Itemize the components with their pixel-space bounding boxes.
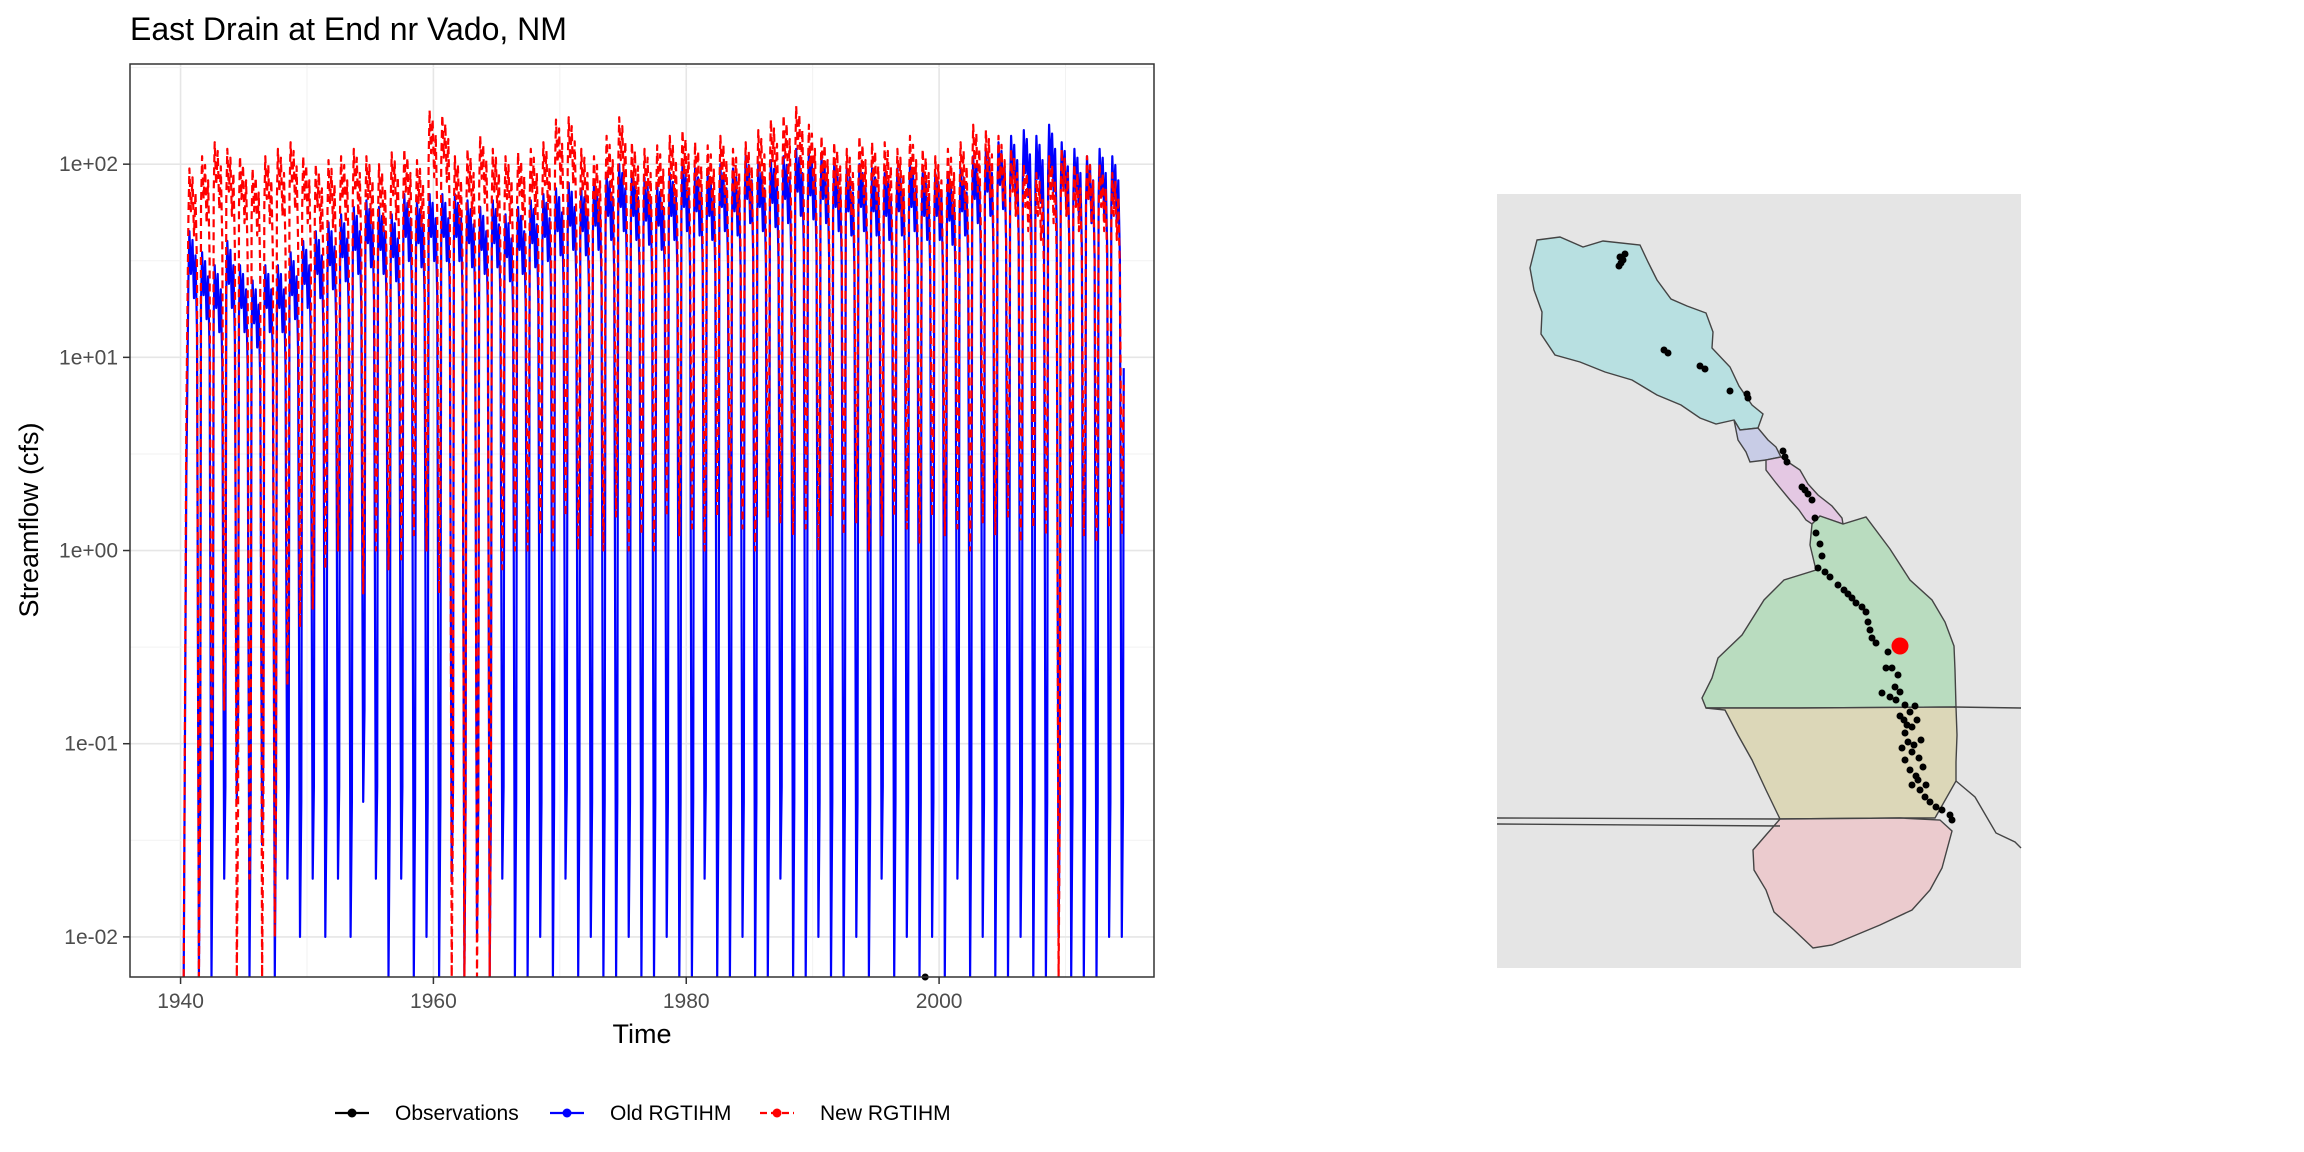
x-tick-label: 1940 <box>157 990 204 1013</box>
well-point <box>1921 793 1929 801</box>
well-point <box>1901 756 1909 764</box>
well-point <box>1898 744 1906 752</box>
well-point <box>1901 701 1909 709</box>
legend-key-point <box>772 1108 782 1118</box>
chart-legend: Observations Old RGTIHM New RGTIHM <box>335 1102 951 1125</box>
map-region-6 <box>1752 817 1953 949</box>
well-point <box>1886 693 1894 701</box>
y-tick-label: 1e+00 <box>59 540 118 563</box>
map-region-1 <box>1529 236 1764 431</box>
well-point <box>1932 803 1940 811</box>
well-point <box>1901 729 1909 737</box>
series-line-1 <box>182 123 1125 977</box>
well-point <box>1814 564 1822 572</box>
well-point <box>1826 573 1834 581</box>
well-point <box>1858 603 1866 611</box>
well-point <box>1816 540 1824 548</box>
well-point <box>1910 741 1918 749</box>
well-point <box>1917 736 1925 744</box>
series-line-2 <box>182 104 1125 977</box>
well-point <box>1908 748 1916 756</box>
well-point <box>1919 763 1927 771</box>
well-point <box>1615 262 1623 270</box>
map-well-points <box>1615 250 1956 824</box>
well-point <box>1818 552 1826 560</box>
well-point <box>1948 816 1956 824</box>
legend-label: Observations <box>395 1102 519 1125</box>
well-point <box>1866 626 1874 634</box>
map-state-border <box>1496 706 2022 849</box>
legend-label: New RGTIHM <box>820 1102 951 1125</box>
legend-key-point <box>347 1108 357 1118</box>
well-point <box>1884 648 1892 656</box>
well-point <box>1892 696 1900 704</box>
well-point <box>1779 447 1787 455</box>
well-point <box>1664 349 1672 357</box>
well-point <box>1852 599 1860 607</box>
well-point <box>1891 683 1899 691</box>
plot-panel-border <box>129 63 1155 978</box>
y-axis-label: Streamflow (cfs) <box>14 422 44 617</box>
x-tick-label: 2000 <box>916 990 963 1013</box>
well-point <box>1906 766 1914 774</box>
well-point <box>1864 618 1872 626</box>
well-point <box>1744 394 1752 402</box>
well-point <box>1783 458 1791 466</box>
well-point <box>1906 708 1914 716</box>
map-region-5 <box>1705 706 1958 820</box>
well-point <box>1812 529 1820 537</box>
well-point <box>1862 608 1870 616</box>
legend-key-point <box>562 1108 572 1118</box>
well-point <box>1913 716 1921 724</box>
legend-label: Old RGTIHM <box>610 1102 731 1125</box>
well-point <box>1821 568 1829 576</box>
well-point <box>1848 594 1856 602</box>
highlighted-site-marker <box>1891 637 1909 655</box>
well-point <box>1834 581 1842 589</box>
well-point <box>1911 702 1919 710</box>
well-point <box>1894 671 1902 679</box>
well-point <box>1888 664 1896 672</box>
well-point <box>1916 786 1924 794</box>
y-tick-label: 1e+02 <box>59 153 118 176</box>
well-point <box>1726 387 1734 395</box>
well-point <box>1926 798 1934 806</box>
x-tick-label: 1960 <box>410 990 457 1013</box>
x-tick-label: 1980 <box>663 990 710 1013</box>
y-tick-label: 1e-02 <box>64 926 118 949</box>
well-point <box>1900 716 1908 724</box>
well-point <box>1908 781 1916 789</box>
hydrograph-chart: East Drain at End nr Vado, NM 1e-02 1e-01… <box>14 11 1155 1125</box>
well-point <box>1938 806 1946 814</box>
x-axis-label: Time <box>613 1019 672 1049</box>
well-point <box>1701 365 1709 373</box>
map-regions <box>1529 236 1958 949</box>
chart-title: East Drain at End nr Vado, NM <box>130 11 567 47</box>
y-axis: 1e-02 1e-01 1e+00 1e+01 1e+02 <box>59 153 130 949</box>
well-point <box>1882 664 1890 672</box>
well-point <box>1804 490 1812 498</box>
well-point <box>1868 634 1876 642</box>
well-point <box>1811 514 1819 522</box>
chart-series <box>182 104 1125 981</box>
well-point <box>1915 754 1923 762</box>
well-point <box>1914 776 1922 784</box>
well-point <box>1878 689 1886 697</box>
y-tick-label: 1e+01 <box>59 346 118 369</box>
well-point <box>1922 781 1930 789</box>
well-point <box>1621 250 1629 258</box>
well-point <box>1896 688 1904 696</box>
well-point <box>1872 639 1880 647</box>
well-point <box>1808 496 1816 504</box>
x-axis: 1940 1960 1980 2000 <box>157 977 962 1013</box>
well-point <box>1904 738 1912 746</box>
location-map <box>1496 194 2022 968</box>
y-tick-label: 1e-01 <box>64 733 118 756</box>
